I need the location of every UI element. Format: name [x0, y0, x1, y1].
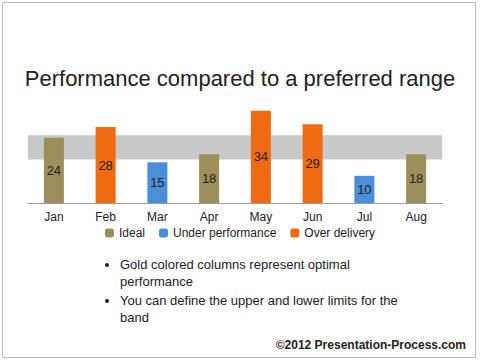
svg-text:Over delivery: Over delivery — [304, 226, 375, 240]
svg-text:Under performance: Under performance — [173, 226, 277, 240]
svg-text:Jul: Jul — [357, 210, 372, 224]
svg-text:Performance compared to a pref: Performance compared to a preferred rang… — [25, 66, 455, 91]
svg-text:Jun: Jun — [303, 210, 322, 224]
html-text:Gold colored columns represent: Gold colored columns represent optimal p… — [120, 257, 350, 289]
svg-text:Mar: Mar — [147, 210, 168, 224]
svg-text:May: May — [250, 210, 273, 224]
svg-text:18: 18 — [202, 171, 216, 186]
html-text:You can define the upper and l: You can define the upper and lower limit… — [120, 293, 398, 325]
svg-text:34: 34 — [254, 149, 268, 164]
svg-text:Feb: Feb — [95, 210, 116, 224]
svg-text:15: 15 — [150, 175, 164, 190]
svg-text:10: 10 — [357, 182, 371, 197]
svg-text:28: 28 — [98, 158, 112, 173]
svg-text:18: 18 — [409, 171, 423, 186]
svg-text:Jan: Jan — [44, 210, 63, 224]
svg-text:Apr: Apr — [200, 210, 219, 224]
svg-text:Ideal: Ideal — [119, 226, 145, 240]
svg-text:29: 29 — [305, 156, 319, 171]
html-text:©2012 Presentation-Process.com: ©2012 Presentation-Process.com — [275, 338, 466, 352]
svg-text:24: 24 — [47, 163, 61, 178]
svg-text:Aug: Aug — [405, 210, 426, 224]
